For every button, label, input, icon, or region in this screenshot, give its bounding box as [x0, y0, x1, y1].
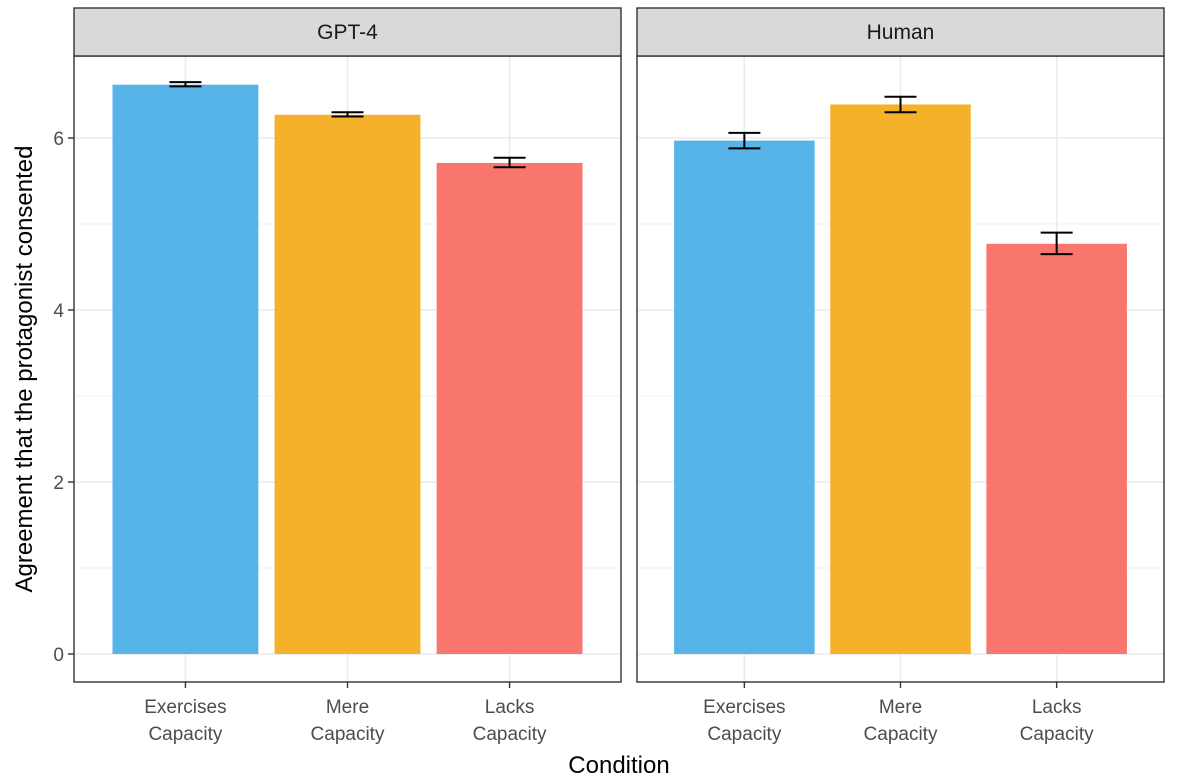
x-tick-label: Exercises: [144, 697, 226, 718]
bar: [986, 243, 1127, 654]
x-tick-label: Capacity: [707, 724, 781, 745]
facet-label: Human: [867, 21, 935, 44]
y-tick-label: 2: [53, 473, 64, 494]
facet-strip: [73, 7, 622, 57]
x-tick-label: Exercises: [703, 697, 785, 718]
x-tick-label: Mere: [326, 697, 369, 718]
bar: [112, 84, 259, 655]
y-tick-label: 0: [53, 645, 64, 666]
x-tick-label: Lacks: [485, 697, 535, 718]
y-tick-label: 4: [53, 301, 64, 322]
x-tick-label: Capacity: [864, 724, 938, 745]
y-tick-label: 6: [53, 129, 64, 150]
facet-label: GPT-4: [317, 21, 378, 44]
y-axis-title: Agreement that the protagonist consented: [11, 146, 38, 593]
x-tick-label: Capacity: [148, 724, 222, 745]
x-tick-label: Capacity: [1020, 724, 1094, 745]
x-tick-label: Mere: [879, 697, 922, 718]
bar: [830, 104, 971, 654]
x-tick-label: Lacks: [1032, 697, 1082, 718]
facet-strip: [636, 7, 1165, 57]
bar: [436, 162, 583, 654]
x-tick-label: Capacity: [311, 724, 385, 745]
x-axis-title: Condition: [568, 752, 669, 778]
x-tick-label: Capacity: [473, 724, 547, 745]
bar: [274, 114, 421, 654]
bar: [674, 140, 815, 654]
